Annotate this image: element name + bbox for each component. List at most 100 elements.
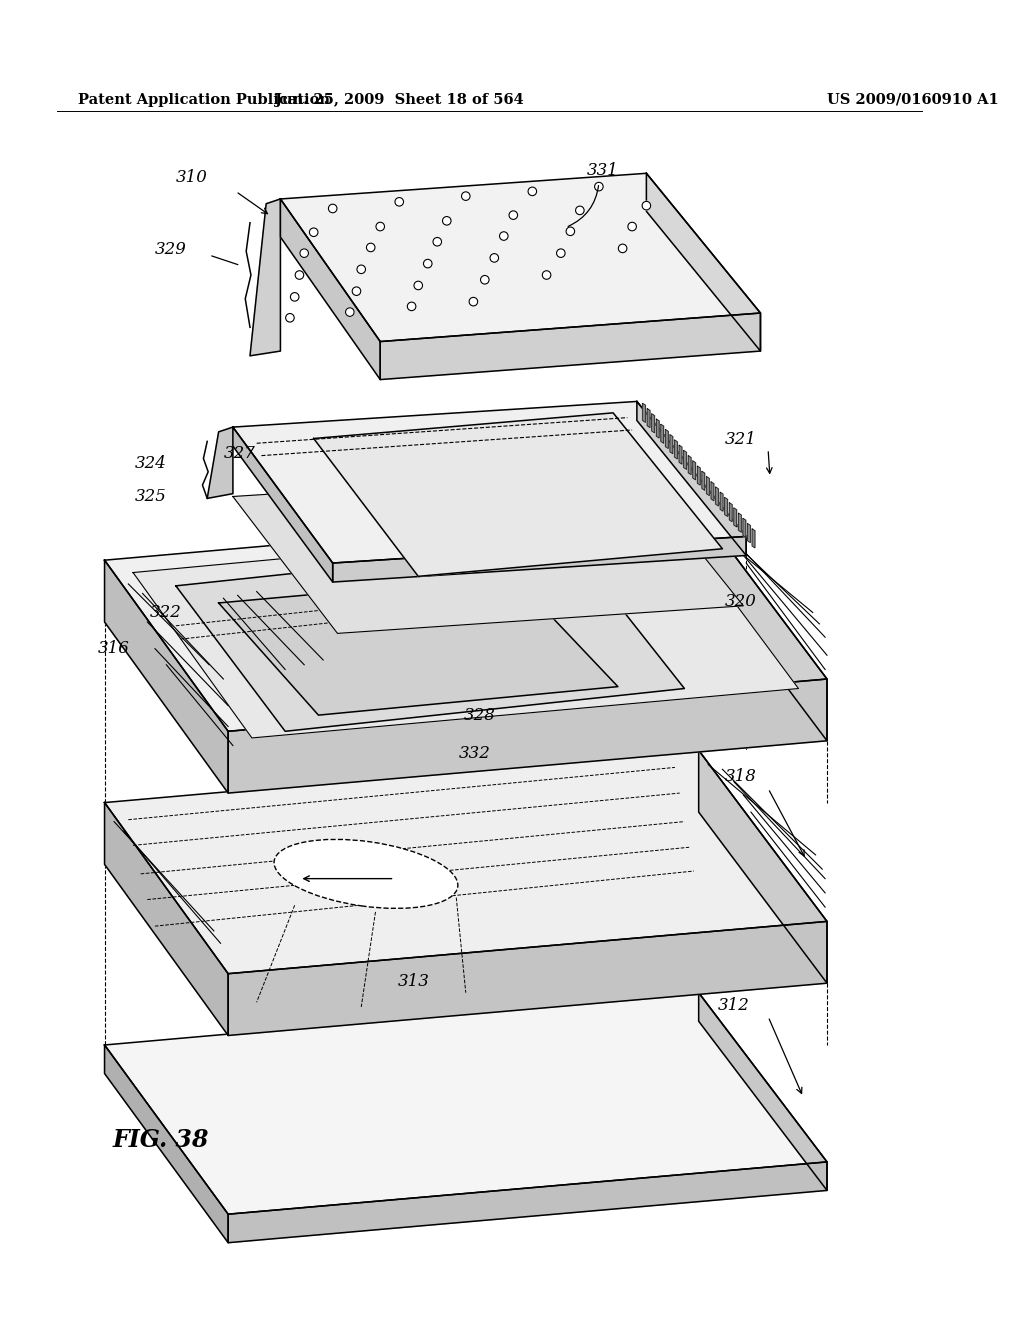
Text: 331: 331 [587, 162, 618, 180]
Polygon shape [647, 409, 650, 428]
Polygon shape [752, 529, 755, 548]
Polygon shape [228, 1162, 827, 1242]
Polygon shape [698, 993, 827, 1191]
Polygon shape [711, 482, 714, 500]
Text: 320: 320 [724, 593, 756, 610]
Polygon shape [743, 519, 745, 537]
Circle shape [376, 222, 384, 231]
Circle shape [642, 202, 650, 210]
Text: 332: 332 [459, 744, 490, 762]
Polygon shape [232, 471, 743, 634]
Polygon shape [380, 313, 761, 380]
Circle shape [309, 228, 318, 236]
Circle shape [291, 293, 299, 301]
Polygon shape [219, 577, 617, 715]
Polygon shape [656, 418, 659, 438]
Circle shape [424, 259, 432, 268]
Circle shape [367, 243, 375, 252]
Circle shape [433, 238, 441, 246]
Polygon shape [701, 471, 705, 490]
Polygon shape [716, 487, 719, 506]
Polygon shape [670, 434, 673, 454]
Polygon shape [679, 445, 682, 465]
Circle shape [329, 205, 337, 213]
Circle shape [469, 297, 477, 306]
Polygon shape [133, 523, 799, 738]
Circle shape [295, 271, 304, 280]
Text: 313: 313 [397, 973, 429, 990]
Polygon shape [688, 455, 691, 475]
Circle shape [395, 198, 403, 206]
Circle shape [566, 227, 574, 235]
Polygon shape [698, 750, 827, 983]
Text: 310: 310 [176, 169, 208, 186]
Polygon shape [666, 429, 669, 449]
Text: 312: 312 [718, 997, 750, 1014]
Circle shape [557, 249, 565, 257]
Polygon shape [734, 508, 736, 527]
Polygon shape [725, 498, 728, 516]
Text: 327: 327 [223, 445, 255, 462]
Text: 328: 328 [464, 706, 496, 723]
Text: 325: 325 [135, 488, 167, 506]
Circle shape [500, 232, 508, 240]
Polygon shape [651, 413, 654, 433]
Circle shape [509, 211, 517, 219]
Polygon shape [675, 440, 678, 459]
Circle shape [300, 249, 308, 257]
Polygon shape [637, 401, 746, 556]
Polygon shape [228, 921, 827, 1035]
Circle shape [543, 271, 551, 280]
Polygon shape [707, 477, 710, 495]
Polygon shape [104, 750, 827, 974]
Polygon shape [232, 428, 333, 582]
Polygon shape [104, 803, 228, 1035]
Circle shape [528, 187, 537, 195]
Circle shape [286, 314, 294, 322]
Circle shape [618, 244, 627, 252]
Polygon shape [720, 492, 723, 511]
Polygon shape [729, 503, 732, 521]
Polygon shape [104, 1045, 228, 1242]
Text: 318: 318 [724, 768, 756, 785]
Circle shape [595, 182, 603, 191]
Polygon shape [660, 424, 664, 444]
Polygon shape [104, 993, 827, 1214]
Circle shape [480, 276, 489, 284]
Text: 322: 322 [151, 605, 182, 620]
Polygon shape [176, 544, 684, 731]
Circle shape [575, 206, 584, 215]
Polygon shape [207, 428, 232, 499]
Polygon shape [250, 199, 281, 356]
Polygon shape [104, 508, 827, 731]
Circle shape [414, 281, 423, 290]
Circle shape [352, 286, 360, 296]
Polygon shape [281, 199, 380, 380]
Text: Patent Application Publication: Patent Application Publication [78, 92, 330, 107]
Polygon shape [698, 508, 827, 741]
Polygon shape [333, 536, 746, 582]
Polygon shape [693, 461, 695, 480]
Ellipse shape [274, 840, 458, 908]
Polygon shape [684, 450, 686, 470]
Text: US 2009/0160910 A1: US 2009/0160910 A1 [827, 92, 998, 107]
Circle shape [357, 265, 366, 273]
Polygon shape [748, 524, 751, 543]
Text: 316: 316 [98, 640, 130, 657]
Polygon shape [643, 404, 645, 422]
Polygon shape [738, 513, 741, 532]
Text: 324: 324 [135, 454, 167, 471]
Circle shape [408, 302, 416, 310]
Circle shape [462, 191, 470, 201]
Polygon shape [281, 173, 761, 342]
Polygon shape [313, 413, 723, 577]
Polygon shape [104, 560, 228, 793]
Text: 321: 321 [724, 430, 756, 447]
Polygon shape [646, 173, 761, 351]
Circle shape [442, 216, 451, 226]
Polygon shape [697, 466, 700, 484]
Text: FIG. 38: FIG. 38 [113, 1129, 209, 1152]
Circle shape [345, 308, 354, 317]
Text: Jun. 25, 2009  Sheet 18 of 564: Jun. 25, 2009 Sheet 18 of 564 [274, 92, 523, 107]
Text: 329: 329 [155, 240, 186, 257]
